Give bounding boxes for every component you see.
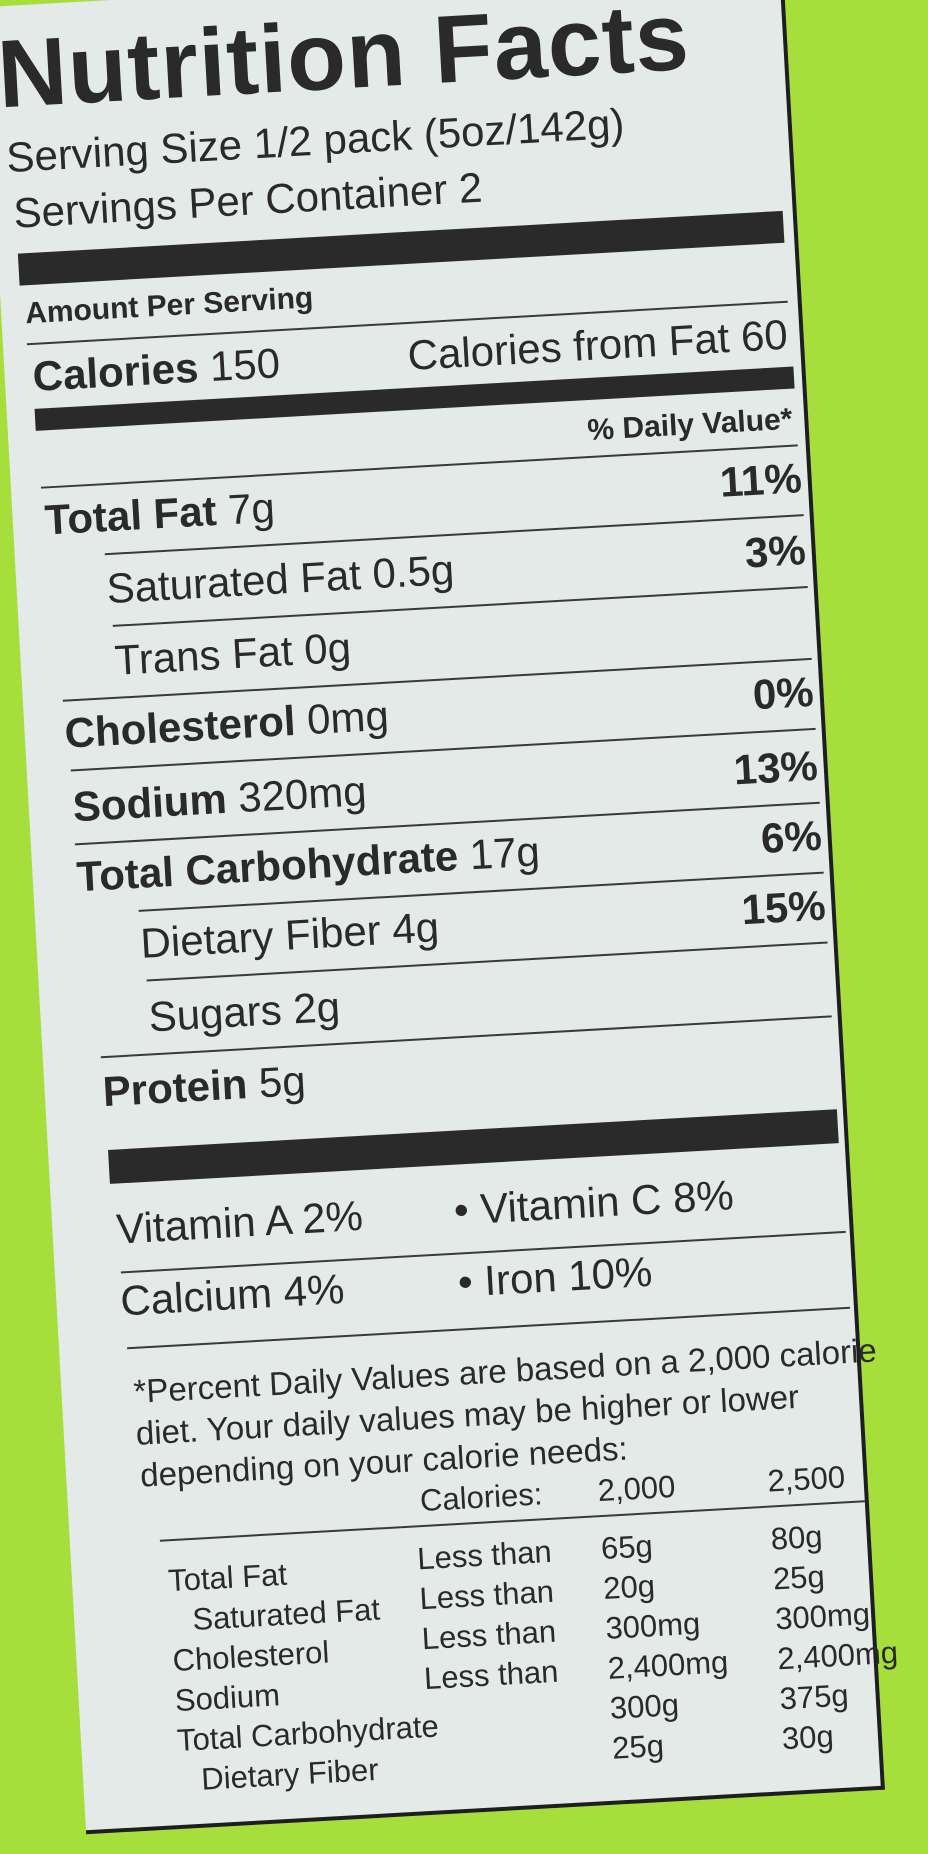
nutrient-name: Cholesterol (63, 696, 297, 757)
ref-header-2500: 2,500 (766, 1459, 846, 1499)
ref-cell: 30g (780, 1718, 835, 1757)
ref-cell: 25g (611, 1727, 665, 1766)
ref-cell: 300mg (774, 1596, 871, 1637)
nutrient-name: Dietary Fiber (139, 906, 382, 967)
ref-cell: Less than (416, 1533, 553, 1577)
nutrient-dv: 15% (740, 881, 827, 934)
ref-cell: 2,400mg (606, 1644, 730, 1686)
vitamin-right: • Vitamin C 8% (452, 1171, 735, 1234)
nutrient-dv: 13% (732, 741, 819, 794)
ref-cell: Total Fat (167, 1556, 288, 1599)
vitamin-left: Vitamin A 2% (115, 1191, 365, 1253)
ref-cell: 20g (602, 1568, 656, 1606)
nutrient-name: Total Carbohydrate (75, 832, 460, 901)
nutrient-dv: 11% (718, 454, 803, 506)
nutrient-name: Sugars (147, 986, 283, 1041)
nutrient-row: Protein 5g (44, 1027, 841, 1119)
ref-cell: 300mg (604, 1605, 702, 1646)
ref-cell: 65g (600, 1528, 654, 1567)
ref-cell: 2,400mg (776, 1634, 899, 1677)
ref-cell: Less than (418, 1573, 555, 1617)
daily-value-header: % Daily Value* (586, 402, 794, 448)
nutrient-amount: 7g (226, 483, 276, 534)
ref-cell: Sodium (173, 1677, 281, 1719)
ref-cell: 375g (778, 1677, 850, 1717)
nutrient-name: Trans Fat (113, 626, 294, 684)
nutrient-dv: 6% (759, 811, 823, 863)
ref-header-2000: 2,000 (596, 1468, 677, 1509)
calories-label: Calories (31, 343, 200, 400)
ref-cell: Cholesterol (171, 1634, 331, 1679)
ref-cell: Less than (420, 1613, 557, 1657)
nutrient-amount: 5g (257, 1056, 307, 1107)
nutrient-name: Total Fat (43, 486, 218, 544)
ref-cell: 300g (608, 1687, 680, 1726)
nutrient-name: Saturated Fat (105, 551, 363, 613)
nutrient-amount: 17g (468, 827, 541, 879)
ref-header-calories: Calories: (419, 1476, 544, 1519)
nutrient-name: Protein (101, 1060, 249, 1116)
nutrient-amount: 2g (291, 982, 342, 1033)
nutrient-dv: 3% (743, 526, 807, 577)
vitamin-right: • Iron 10% (456, 1247, 654, 1306)
nutrient-amount: 0mg (305, 691, 390, 744)
vitamin-left: Calcium 4% (119, 1265, 346, 1325)
ref-cell: Saturated Fat (191, 1591, 381, 1637)
ref-cell: 80g (769, 1518, 824, 1557)
nutrient-amount: 0g (302, 623, 353, 674)
nutrient-amount: 0.5g (371, 545, 456, 598)
nutrient-dv: 0% (751, 667, 815, 719)
nutrient-amount: 320mg (236, 767, 368, 822)
ref-cell: 25g (772, 1558, 826, 1597)
nutrient-amount: 4g (390, 903, 441, 953)
nutrition-label: Nutrition Facts Serving Size 1/2 pack (5… (0, 0, 899, 1835)
nutrient-name: Sodium (71, 774, 228, 831)
ref-cell: Less than (423, 1653, 560, 1697)
calories-value: 150 (208, 339, 282, 391)
ref-cell: Dietary Fiber (200, 1751, 380, 1797)
